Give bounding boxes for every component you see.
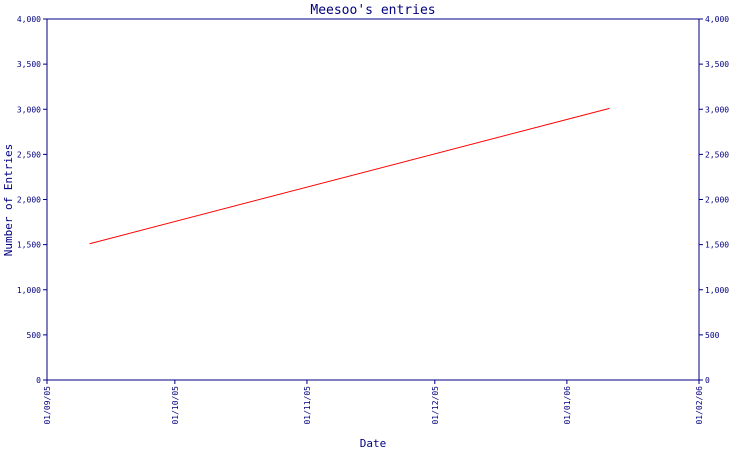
x-axis: 01/09/05 01/10/05 01/11/05 01/12/05 01/01/06… (43, 380, 704, 425)
x-tick-label: 01/01/06 (563, 386, 572, 425)
x-tick-label: 01/02/06 (695, 386, 704, 425)
y-tick-label-right: 4,000 (705, 15, 729, 24)
series-layer (89, 107, 610, 245)
y-tick-label-left: 3,000 (17, 105, 41, 114)
y-tick-label-right: 1,500 (705, 241, 729, 250)
y-tick-label-right: 0 (705, 376, 710, 385)
series-line (89, 107, 610, 245)
plot-area-frame (46, 18, 700, 381)
y-tick-label-left: 3,500 (17, 60, 41, 69)
y-tick-label-left: 2,000 (17, 196, 41, 205)
y-axis-left: 0 500 1,000 1,500 2,000 2,500 3,000 3,500 4,000 (17, 15, 47, 385)
y-axis-label: Number of Entries (2, 144, 15, 257)
x-tick-label: 01/10/05 (171, 386, 180, 425)
x-axis-label: Date (360, 437, 387, 450)
x-tick-label: 01/12/05 (431, 386, 440, 425)
y-tick-label-left: 2,500 (17, 150, 41, 159)
y-tick-label-right: 3,500 (705, 60, 729, 69)
y-tick-label-left: 0 (36, 376, 41, 385)
y-tick-label-left: 4,000 (17, 15, 41, 24)
x-tick-label: 01/11/05 (303, 386, 312, 425)
x-tick-label: 01/09/05 (43, 386, 52, 425)
y-tick-label-right: 2,000 (705, 196, 729, 205)
chart-title: Meesoo's entries (310, 3, 435, 18)
y-axis-right: 0 500 1,000 1,500 2,000 2,500 3,000 3,500 4,000 (699, 15, 729, 385)
y-tick-label-left: 1,000 (17, 286, 41, 295)
y-tick-label-left: 500 (27, 331, 42, 340)
y-tick-label-right: 1,000 (705, 286, 729, 295)
y-tick-label-left: 1,500 (17, 241, 41, 250)
y-tick-label-right: 3,000 (705, 105, 729, 114)
y-tick-label-right: 500 (705, 331, 720, 340)
y-tick-label-right: 2,500 (705, 150, 729, 159)
